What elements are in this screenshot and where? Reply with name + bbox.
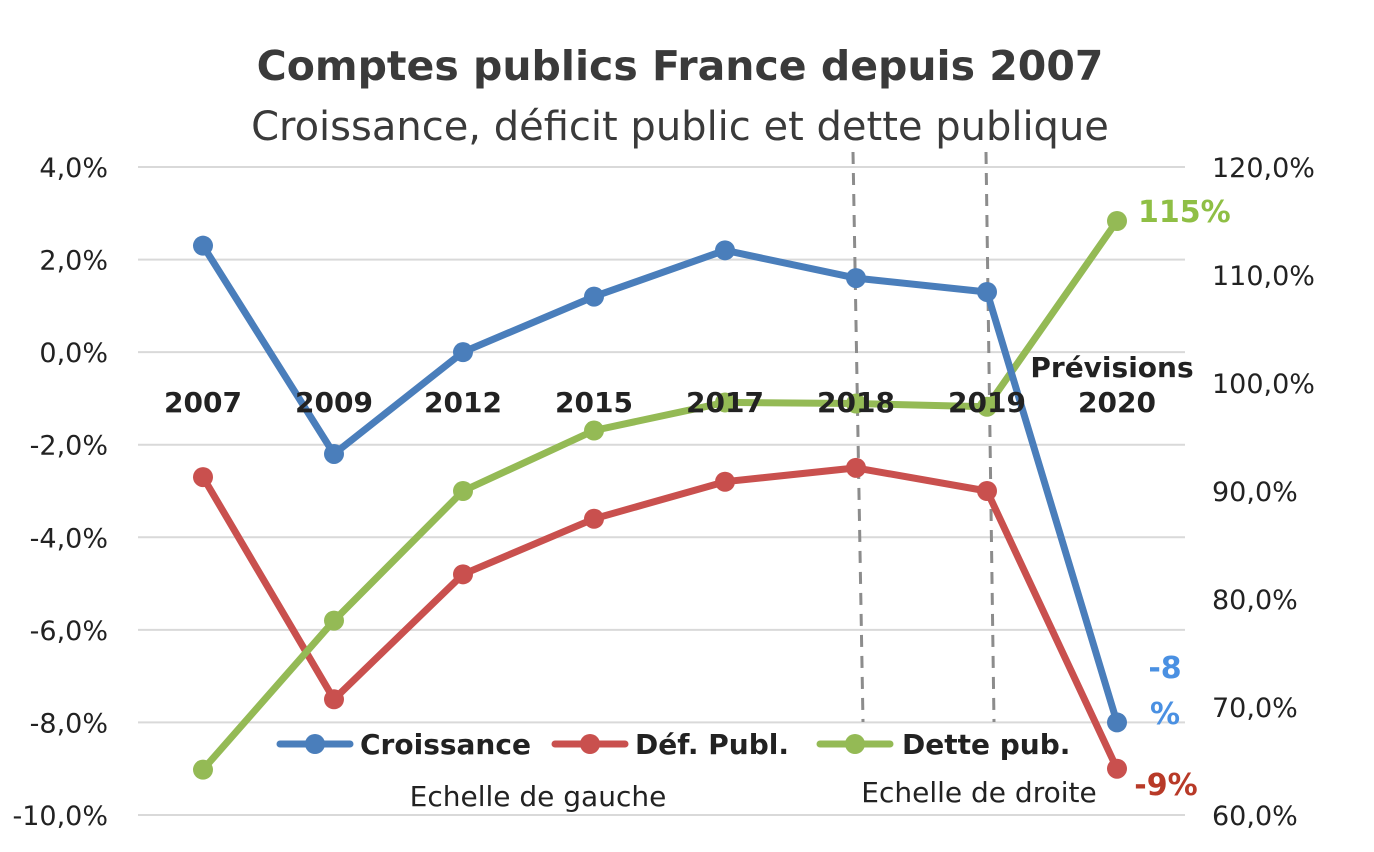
data-point [453, 342, 473, 363]
legend-item: Dette pub. [816, 728, 1070, 761]
right-tick-label: 100,0% [1212, 369, 1315, 400]
data-point [715, 392, 735, 413]
left-tick-label: -10,0% [12, 801, 108, 832]
croissance-end-label-unit: % [1150, 697, 1180, 732]
data-point [846, 393, 866, 414]
data-point [1107, 712, 1127, 733]
category-label: 2012 [424, 386, 502, 419]
gridlines [138, 166, 1185, 816]
category-label: 2007 [164, 386, 242, 419]
series-Dette pub. [193, 211, 1127, 780]
left-tick-label: 0,0% [39, 338, 108, 369]
data-point [977, 281, 997, 302]
series-line [199, 217, 1121, 774]
legend: Croissance Déf. Publ. Dette pub. [276, 728, 1070, 761]
left-tick-label: 4,0% [39, 153, 108, 184]
plot-area [193, 211, 1127, 780]
forecast-line-2018 [851, 151, 865, 723]
series-Croissance [193, 235, 1127, 733]
data-point [324, 689, 344, 710]
category-label: 2018 [817, 386, 895, 419]
data-point [1107, 211, 1127, 231]
data-point [584, 508, 604, 529]
croissance-end-label: -8 [1148, 651, 1181, 686]
deficit-end-label: -9% [1134, 768, 1197, 803]
left-tick-label: -2,0% [30, 431, 108, 462]
series-line [199, 464, 1121, 773]
legend-item: Déf. Publ. [551, 728, 789, 761]
left-tick-label: 2,0% [39, 246, 108, 277]
legend-swatch-marker [845, 734, 865, 754]
category-label: 2020 [1078, 386, 1156, 419]
category-label: 2017 [686, 386, 764, 419]
data-point [193, 235, 213, 256]
data-point [715, 471, 735, 492]
legend-swatch-marker [305, 734, 325, 754]
legend-label: Croissance [360, 728, 531, 761]
data-point [453, 564, 473, 585]
data-point [324, 610, 344, 631]
right-tick-label: 70,0% [1212, 693, 1298, 724]
data-point [324, 443, 344, 464]
right-tick-label: 110,0% [1212, 261, 1315, 292]
annotations: Prévisions Echelle de gauche Echelle de dr… [410, 195, 1231, 813]
dette-end-label: 115% [1138, 195, 1231, 230]
data-point [1107, 758, 1127, 779]
left-axis: 4,0% 2,0% 0,0% -2,0% -4,0% -6,0% -8,0% -10,0% [12, 153, 108, 832]
right-axis: 120,0% 110,0% 100,0% 90,0% 80,0% 70,0% 60,0% [1212, 153, 1315, 832]
data-point [846, 268, 866, 289]
left-tick-label: -6,0% [30, 616, 108, 647]
forecast-line-2019 [984, 151, 996, 723]
forecast-label: Prévisions [1030, 351, 1193, 384]
left-tick-label: -4,0% [30, 523, 108, 554]
data-point [977, 481, 997, 501]
series-line [199, 242, 1121, 726]
legend-label: Dette pub. [902, 728, 1070, 761]
category-label: 2015 [555, 386, 633, 419]
legend-swatch-marker [580, 734, 600, 754]
data-point [453, 481, 473, 501]
right-tick-label: 120,0% [1212, 153, 1315, 184]
data-point [715, 240, 735, 261]
right-tick-label: 80,0% [1212, 585, 1298, 616]
category-label: 2009 [295, 386, 373, 419]
series-Déf. Publ. [193, 457, 1127, 779]
chart-title: Comptes publics France depuis 2007 [257, 42, 1104, 90]
data-point [193, 759, 213, 780]
category-label: 2019 [948, 386, 1026, 419]
data-point [193, 467, 213, 488]
data-point [584, 286, 604, 307]
data-point [977, 396, 997, 417]
data-point [846, 457, 866, 478]
legend-label: Déf. Publ. [635, 728, 789, 761]
category-labels: 2007 2009 2012 2015 2017 2018 2019 2020 [164, 386, 1156, 419]
right-scale-label: Echelle de droite [861, 776, 1096, 809]
right-tick-label: 90,0% [1212, 477, 1298, 508]
left-tick-label: -8,0% [30, 708, 108, 739]
right-tick-label: 60,0% [1212, 801, 1298, 832]
data-point [584, 420, 604, 441]
left-scale-label: Echelle de gauche [410, 780, 667, 813]
legend-item: Croissance [276, 728, 531, 761]
forecast-markers [851, 151, 996, 723]
chart-subtitle: Croissance, déficit public et dette publ… [251, 104, 1109, 150]
